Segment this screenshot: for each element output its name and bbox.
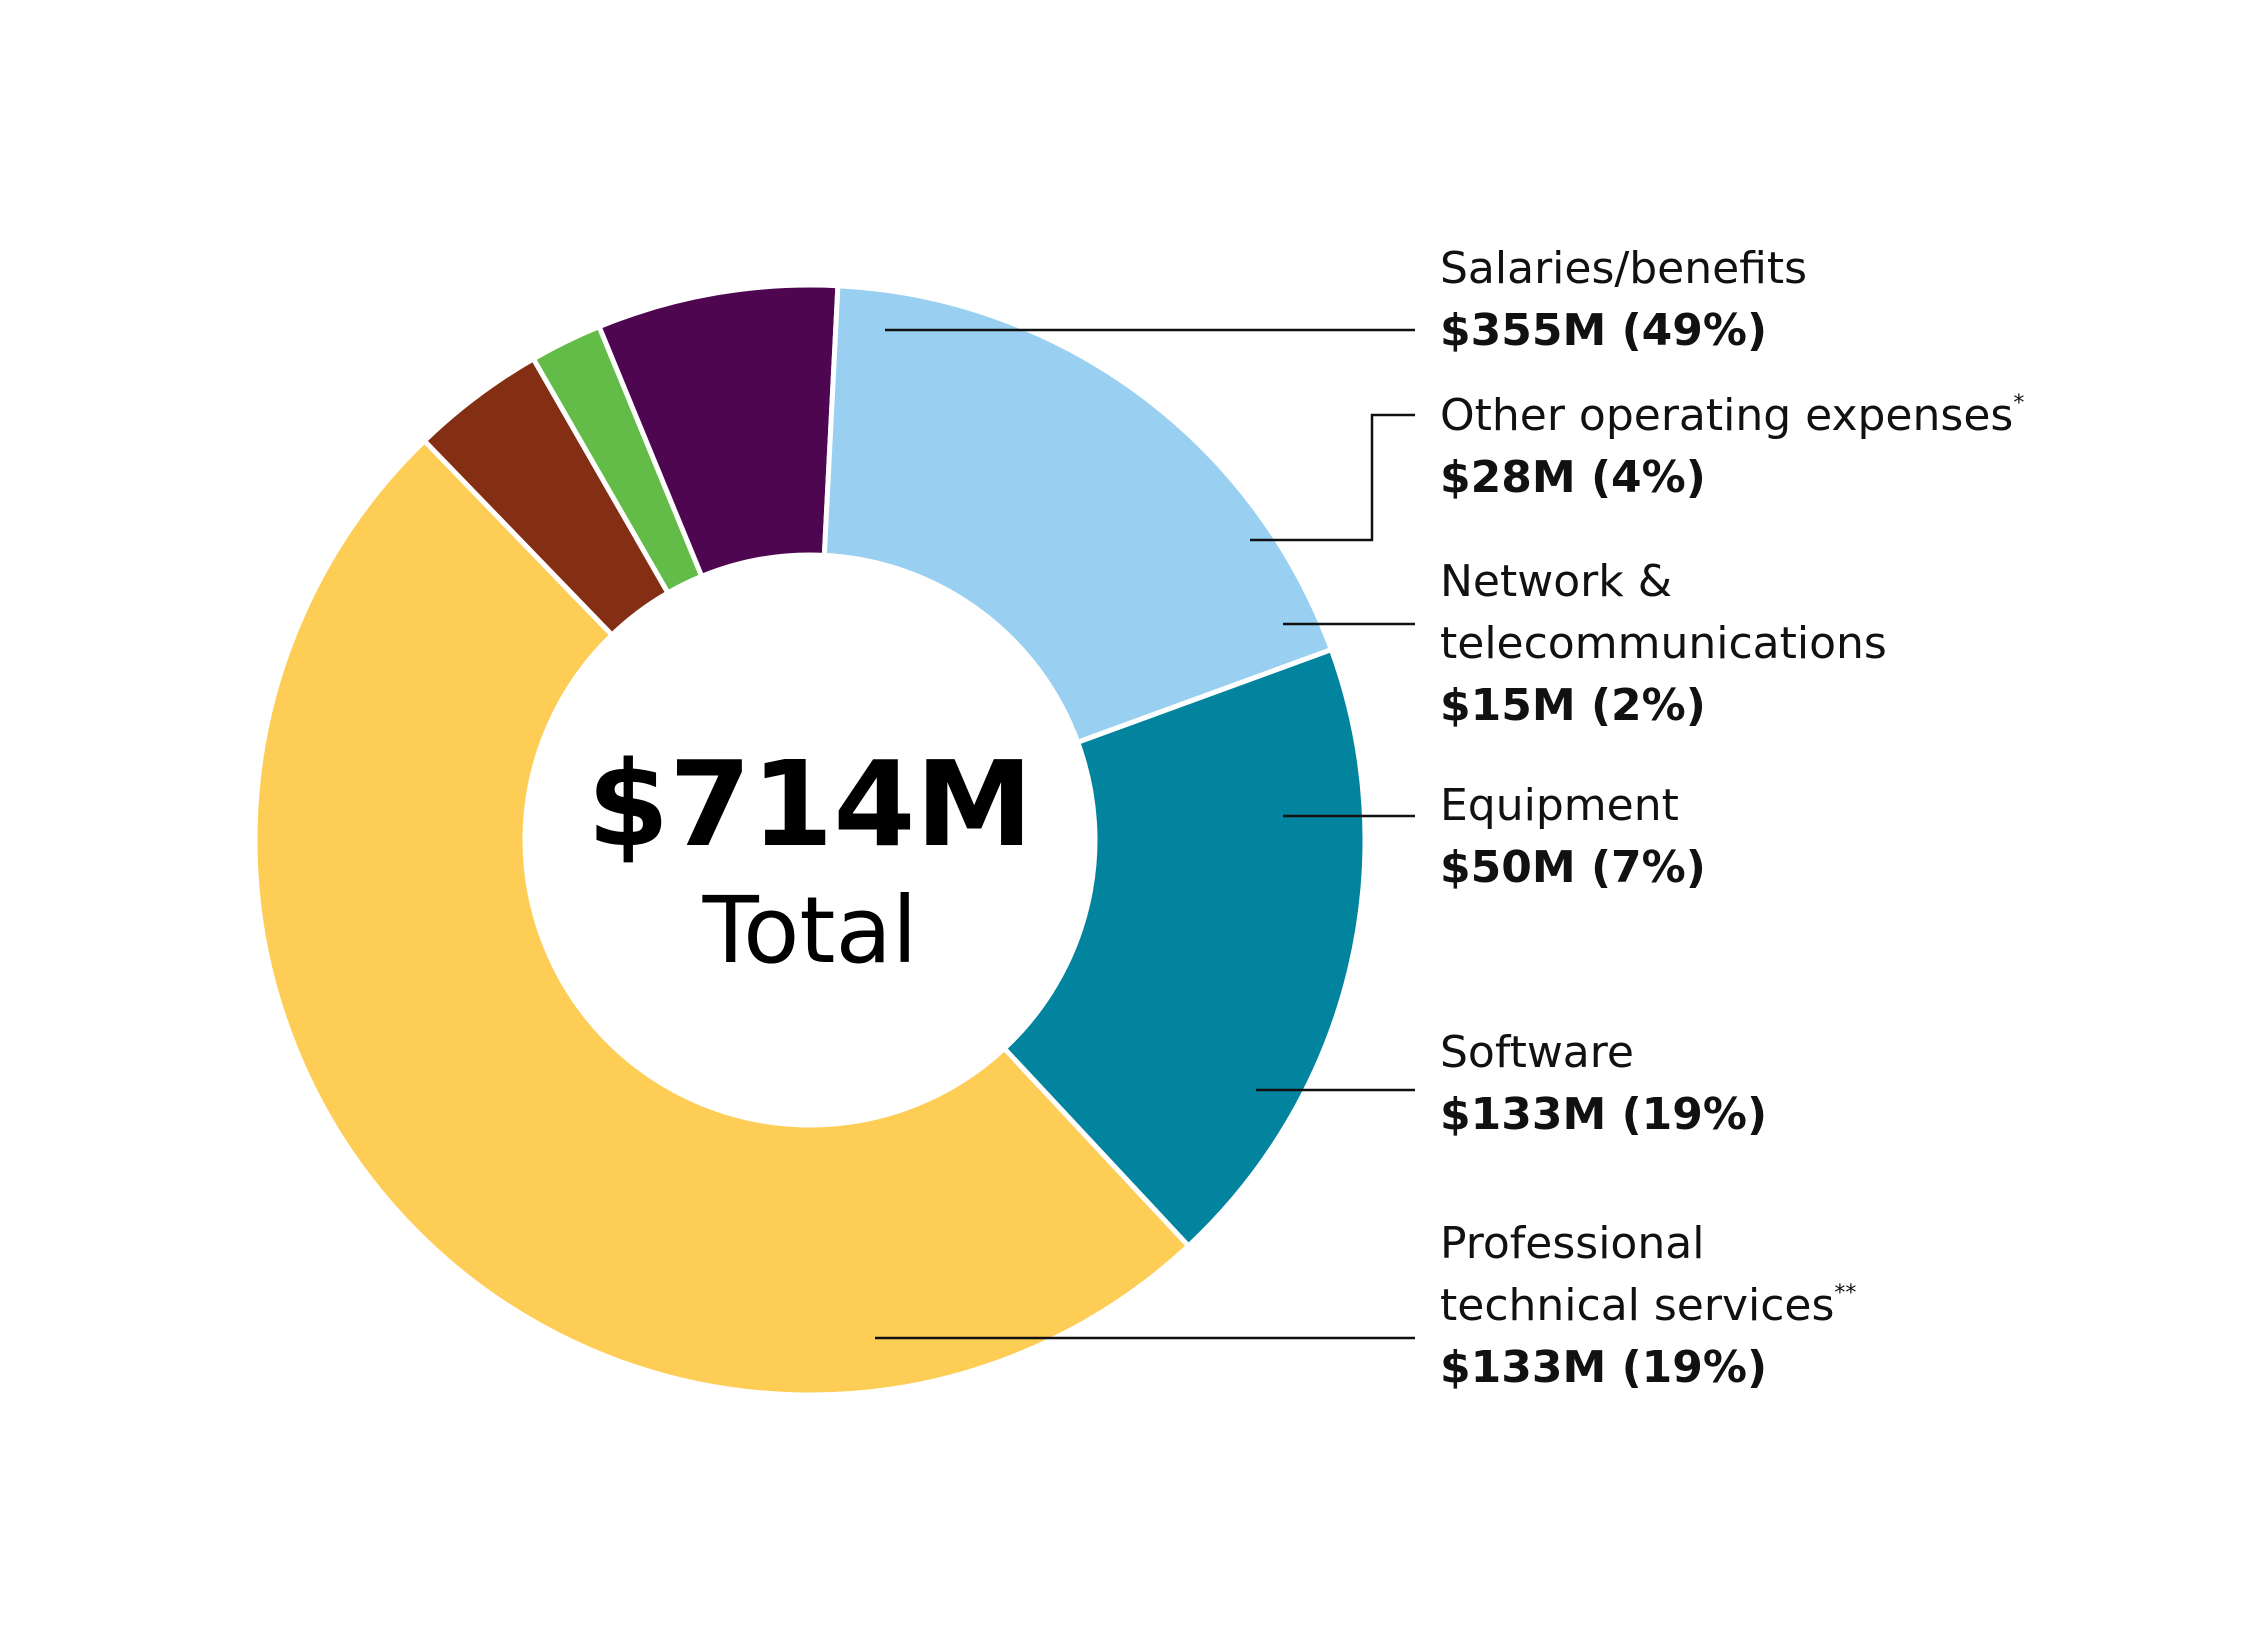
slice-name-2-line-1: telecommunications bbox=[1440, 618, 1887, 669]
leader-lines bbox=[875, 328, 1415, 1340]
slice-name-4-line-0: Software bbox=[1440, 1027, 1634, 1078]
slice-labels: Salaries/benefits $355M (49%) Other operat… bbox=[1440, 243, 2024, 1393]
slice-0 bbox=[252, 438, 1192, 1398]
center-total: $714M bbox=[587, 735, 1033, 873]
slice-name-2-line-0: Network & bbox=[1440, 556, 1672, 607]
slice-name-5-line-0: Professional bbox=[1440, 1218, 1704, 1269]
slice-value-0: $355M (49%) bbox=[1440, 305, 1767, 356]
slice-value-5: $133M (19%) bbox=[1440, 1342, 1767, 1393]
slice-5 bbox=[1001, 647, 1368, 1249]
slice-name-1-line-0: Other operating expenses* bbox=[1440, 390, 2024, 441]
slice-name-3-line-0: Equipment bbox=[1440, 780, 1679, 831]
center-label: Total bbox=[702, 877, 918, 984]
slice-value-1: $28M (4%) bbox=[1440, 452, 1706, 503]
slice-value-2: $15M (2%) bbox=[1440, 680, 1706, 731]
slice-value-3: $50M (7%) bbox=[1440, 842, 1706, 893]
leader-line-1 bbox=[1250, 413, 1415, 542]
slice-name-5-line-1: technical services** bbox=[1440, 1280, 1856, 1331]
slice-name-0-line-0: Salaries/benefits bbox=[1440, 243, 1807, 294]
slice-4 bbox=[821, 283, 1334, 745]
slice-value-4: $133M (19%) bbox=[1440, 1089, 1767, 1140]
footnote-marker: ** bbox=[1834, 1281, 1856, 1306]
donut-slices bbox=[252, 282, 1368, 1398]
footnote-marker: * bbox=[2013, 391, 2024, 416]
